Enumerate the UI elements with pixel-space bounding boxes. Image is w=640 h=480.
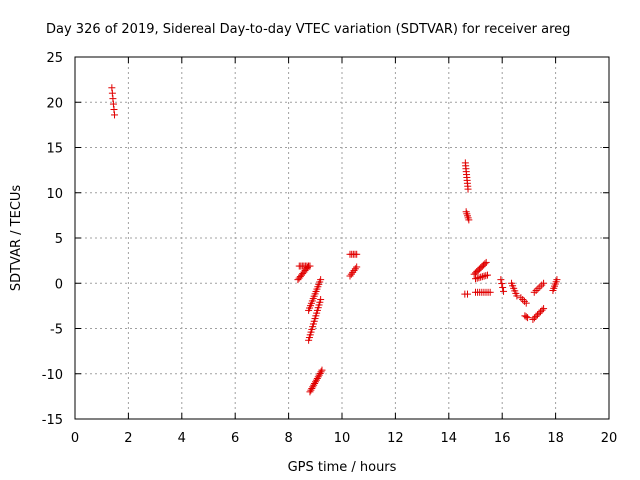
x-tick-label: 2: [124, 431, 132, 446]
y-tick-label: 0: [55, 277, 63, 292]
data-point: [478, 273, 486, 281]
data-point: [477, 273, 485, 281]
data-point: [353, 263, 361, 271]
data-point: [524, 314, 532, 322]
axis-tick-labels: 0 2 4 6 8 10 12 14 16 18 20 -15 -10 -5 0 5 10 15 20 25: [42, 51, 618, 446]
data-point: [481, 260, 489, 268]
data-point: [109, 95, 117, 103]
y-tick-label: 25: [46, 51, 63, 66]
grid-lines: [75, 57, 609, 419]
data-point: [538, 306, 546, 314]
data-point: [350, 267, 358, 275]
data-point: [346, 272, 354, 280]
data-point: [540, 279, 548, 287]
data-point: [482, 258, 490, 266]
data-point: [532, 286, 540, 294]
data-point: [317, 276, 325, 284]
x-tick-label: 10: [334, 431, 351, 446]
data-point: [538, 281, 546, 289]
data-point: [529, 315, 537, 323]
data-point: [108, 89, 116, 97]
y-tick-label: 5: [55, 232, 63, 247]
data-point: [464, 185, 472, 193]
data-point: [499, 283, 507, 291]
data-point: [482, 272, 490, 280]
data-point: [473, 274, 481, 282]
data-point: [465, 216, 473, 224]
data-point: [513, 292, 521, 300]
x-axis-label: GPS time / hours: [288, 460, 397, 475]
data-point: [536, 283, 544, 291]
data-point: [532, 312, 540, 320]
data-point: [500, 287, 508, 295]
data-point: [535, 309, 543, 317]
data-point: [109, 100, 117, 108]
x-tick-label: 18: [547, 431, 564, 446]
data-point: [520, 297, 528, 305]
data-point: [318, 366, 326, 374]
y-tick-label: 10: [46, 187, 63, 202]
data-point: [475, 274, 483, 282]
data-point: [497, 276, 505, 284]
data-point: [540, 305, 548, 313]
x-tick-label: 14: [441, 431, 458, 446]
data-point: [317, 368, 325, 376]
x-tick-label: 6: [231, 431, 239, 446]
x-tick-label: 16: [494, 431, 511, 446]
data-point: [486, 288, 494, 296]
data-point: [530, 288, 538, 296]
data-point: [110, 105, 118, 113]
plot-frame: [74, 56, 610, 420]
y-tick-label: -15: [42, 413, 63, 428]
data-point: [530, 314, 538, 322]
data-point: [347, 270, 355, 278]
data-point: [472, 275, 479, 283]
x-tick-label: 12: [387, 431, 404, 446]
x-tick-label: 0: [71, 431, 79, 446]
chart-title: Day 326 of 2019, Sidereal Day-to-day VTE…: [46, 22, 570, 37]
y-tick-label: -10: [42, 368, 63, 383]
data-point: [111, 111, 119, 119]
data-point: [484, 271, 492, 279]
x-tick-label: 20: [601, 431, 618, 446]
data-point: [533, 311, 541, 319]
data-points: [108, 84, 561, 396]
y-tick-label: 20: [46, 96, 63, 111]
x-tick-label: 8: [284, 431, 292, 446]
y-tick-label: 15: [46, 142, 63, 157]
y-tick-label: -5: [50, 323, 63, 338]
data-point: [553, 276, 561, 284]
data-point: [351, 265, 359, 273]
data-point: [519, 296, 527, 304]
y-axis-label: SDTVAR / TECUs: [9, 185, 24, 292]
data-point: [522, 313, 530, 321]
data-point: [480, 272, 488, 280]
x-tick-label: 4: [178, 431, 186, 446]
data-point: [534, 285, 542, 293]
data-point: [349, 268, 357, 276]
data-point: [537, 308, 545, 316]
data-point: [498, 280, 506, 288]
data-point: [108, 84, 116, 92]
data-point: [317, 296, 325, 304]
data-point: [353, 250, 361, 258]
data-point: [463, 290, 471, 298]
data-point: [306, 262, 314, 270]
data-point: [522, 299, 530, 307]
data-point: [517, 294, 525, 302]
